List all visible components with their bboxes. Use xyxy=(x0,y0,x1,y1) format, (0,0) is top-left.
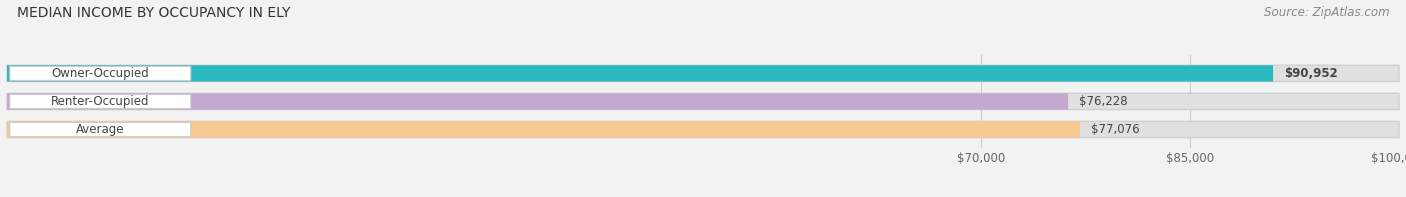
FancyBboxPatch shape xyxy=(10,123,191,137)
Text: Renter-Occupied: Renter-Occupied xyxy=(51,95,149,108)
Text: $77,076: $77,076 xyxy=(1091,123,1140,136)
Text: Source: ZipAtlas.com: Source: ZipAtlas.com xyxy=(1264,6,1389,19)
Text: Owner-Occupied: Owner-Occupied xyxy=(52,67,149,80)
FancyBboxPatch shape xyxy=(10,66,191,80)
Text: MEDIAN INCOME BY OCCUPANCY IN ELY: MEDIAN INCOME BY OCCUPANCY IN ELY xyxy=(17,6,290,20)
FancyBboxPatch shape xyxy=(10,94,191,109)
FancyBboxPatch shape xyxy=(7,65,1272,82)
Text: $76,228: $76,228 xyxy=(1080,95,1128,108)
FancyBboxPatch shape xyxy=(7,93,1399,110)
Text: Average: Average xyxy=(76,123,125,136)
FancyBboxPatch shape xyxy=(7,65,1399,82)
FancyBboxPatch shape xyxy=(7,121,1399,138)
Text: $90,952: $90,952 xyxy=(1284,67,1339,80)
FancyBboxPatch shape xyxy=(7,93,1069,110)
FancyBboxPatch shape xyxy=(7,121,1080,138)
